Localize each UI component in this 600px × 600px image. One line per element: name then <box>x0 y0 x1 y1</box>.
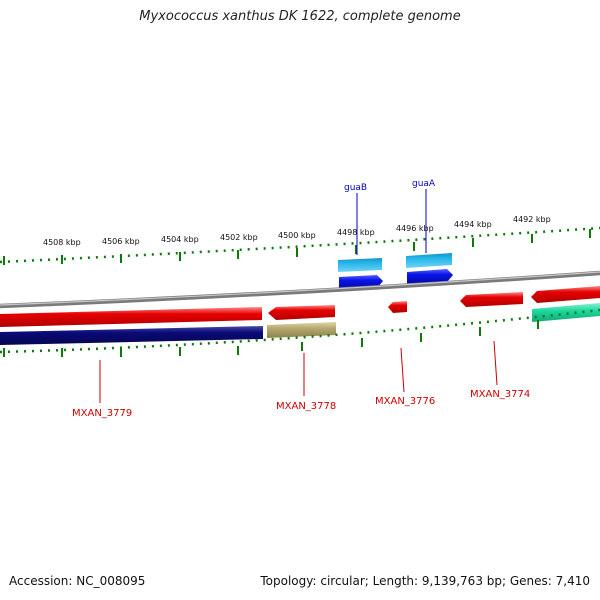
gene-label-MXAN_3779[interactable]: MXAN_3779 <box>72 408 132 419</box>
lower-scale-major-ticks <box>3 320 539 357</box>
gene-guaA-lower[interactable] <box>407 269 453 285</box>
gene-MXAN_3779[interactable] <box>0 326 263 345</box>
gene-label-guaA[interactable]: guaA <box>412 179 436 189</box>
gene-guaB-upper[interactable] <box>338 258 382 272</box>
accession-text: Accession: NC_008095 <box>9 574 146 588</box>
leader-MXAN_3774 <box>493 340 498 386</box>
gene-teal-right[interactable] <box>532 303 600 322</box>
gene-label-guaB[interactable]: guaB <box>344 183 367 193</box>
scale-label-4504: 4504 kbp <box>161 235 199 244</box>
gene-label-MXAN_3774[interactable]: MXAN_3774 <box>470 389 530 400</box>
gene-label-MXAN_3776[interactable]: MXAN_3776 <box>375 396 435 407</box>
scale-label-4492: 4492 kbp <box>513 215 551 224</box>
gene-MXAN_3774[interactable] <box>460 292 523 307</box>
scale-label-4500: 4500 kbp <box>278 231 316 240</box>
scale-label-4508: 4508 kbp <box>43 238 81 247</box>
genome-backbone <box>0 270 600 309</box>
gene-red-right[interactable] <box>531 286 600 303</box>
scale-label-4502: 4502 kbp <box>220 233 258 242</box>
gene-red-left-long[interactable] <box>0 307 262 327</box>
gene-label-MXAN_3778[interactable]: MXAN_3778 <box>276 401 336 412</box>
gene-MXAN_3778[interactable] <box>268 305 335 320</box>
scale-label-4496: 4496 kbp <box>396 224 434 233</box>
scale-label-4506: 4506 kbp <box>102 237 140 246</box>
upper-scale-major-ticks <box>3 229 591 265</box>
genome-summary-text: Topology: circular; Length: 9,139,763 bp… <box>260 574 590 588</box>
leader-MXAN_3776 <box>400 347 405 393</box>
scale-label-4498: 4498 kbp <box>337 228 375 237</box>
scale-label-4494: 4494 kbp <box>454 220 492 229</box>
gene-MXAN_3776[interactable] <box>388 301 407 313</box>
gene-guaA-upper[interactable] <box>406 253 452 268</box>
gene-olive[interactable] <box>267 322 336 338</box>
map-title: Myxococcus xanthus DK 1622, complete gen… <box>139 9 461 24</box>
